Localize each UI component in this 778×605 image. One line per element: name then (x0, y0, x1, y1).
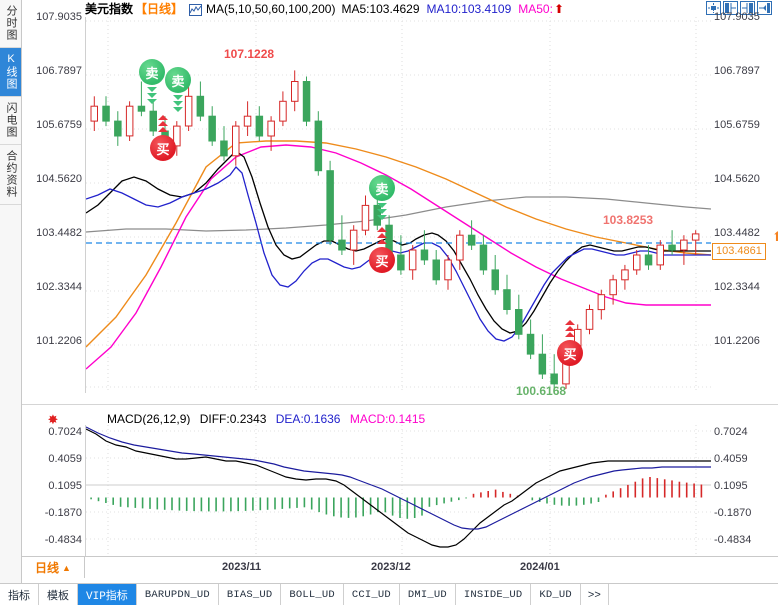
ma50-value: MA50: (518, 1, 553, 16)
indicator-tab-bar: 指标 模板 VIP指标 BARUPDN_UD BIAS_UD BOLL_UD C… (0, 583, 778, 605)
buy-triangles-icon (156, 115, 170, 133)
price-axis-label: 101.2206 (36, 335, 82, 347)
tab-boll-ud[interactable]: BOLL_UD (281, 584, 344, 605)
price-axis-label-right: 101.2206 (714, 335, 760, 347)
buy-signal-marker[interactable]: 买 (557, 340, 583, 366)
macd-axis-label: 0.1095 (48, 480, 82, 492)
price-axis-label: 103.4482 (36, 227, 82, 239)
ma10-value: MA10:103.4109 (426, 1, 512, 16)
ma50-up-arrow-icon: ⬆ (553, 1, 564, 16)
macd-header: MACD(26,12,9) DIFF:0.2343 DEA:0.1636 MAC… (107, 412, 425, 426)
date-axis-label: 2023/12 (371, 561, 411, 573)
period-selector[interactable]: 日线 ▲ (22, 557, 85, 578)
tab-cci-ud[interactable]: CCI_UD (343, 584, 400, 605)
sidebar-item-kline[interactable]: K线图 (0, 48, 21, 97)
last-price-annotation: 103.8253 (603, 213, 654, 227)
tab-bias-ud[interactable]: BIAS_UD (218, 584, 282, 605)
low-price-annotation: 100.6168 (516, 384, 567, 398)
sell-triangles-icon (171, 95, 185, 113)
date-axis-label: 2023/11 (222, 561, 262, 573)
macd-axis-label: -0.4834 (44, 534, 82, 546)
macd-axis-label-right: 0.7024 (714, 426, 748, 438)
sidebar-item-lightning[interactable]: 闪电图 (0, 97, 21, 145)
macd-axis-label: 0.7024 (48, 426, 82, 438)
price-axis-label-right: 105.6759 (714, 119, 760, 131)
tab-more-button[interactable]: >> (580, 584, 609, 605)
chart-header: 美元指数 【日线】 MA(5,10,50,60,100,200) MA5:103… (85, 1, 564, 17)
tab-templates[interactable]: 模板 (39, 584, 78, 605)
macd-axis-label-right: -0.4834 (714, 534, 752, 546)
macd-diff-value: DIFF:0.2343 (199, 412, 267, 426)
macd-plot (86, 425, 711, 556)
left-sidebar: 分时图 K线图 闪电图 合约资料 (0, 0, 22, 583)
split-left-pane-icon[interactable] (723, 1, 738, 15)
price-axis-label-right: 104.5620 (714, 173, 760, 185)
panel-divider (22, 404, 778, 405)
window-buttons (706, 1, 772, 15)
date-axis: 日线 ▲ 2023/11 2023/12 2024/01 (22, 556, 778, 578)
current-price-up-arrow-icon: ⬆ (772, 229, 778, 244)
tab-kd-ud[interactable]: KD_UD (531, 584, 581, 605)
indicator-chart-icon[interactable] (189, 3, 203, 16)
sell-signal-marker[interactable]: 卖 (139, 59, 165, 85)
macd-dea-value: DEA:0.1636 (275, 412, 341, 426)
ma-definition: MA(5,10,50,60,100,200) (206, 1, 336, 16)
tab-bar-filler (608, 584, 778, 605)
sell-signal-marker[interactable]: 卖 (369, 175, 395, 201)
price-axis-label-right: 106.7897 (714, 65, 760, 77)
current-price-tag[interactable]: 103.4861 (712, 243, 766, 260)
macd-axis-label: -0.1870 (44, 507, 82, 519)
buy-triangles-icon (375, 227, 389, 245)
price-axis-label: 105.6759 (36, 119, 82, 131)
buy-triangles-icon (563, 320, 577, 338)
tab-barupdn-ud[interactable]: BARUPDN_UD (136, 584, 219, 605)
macd-panel[interactable] (85, 425, 711, 556)
macd-settings-icon[interactable]: ✸ (47, 412, 59, 427)
symbol-name: 美元指数 (85, 2, 134, 16)
macd-axis-label-right: 0.4059 (714, 453, 748, 465)
sidebar-item-intraday[interactable]: 分时图 (0, 0, 21, 48)
date-axis-label: 2024/01 (520, 561, 560, 573)
macd-axis-label-right: -0.1870 (714, 507, 752, 519)
price-axis-label-right: 102.3344 (714, 281, 760, 293)
price-axis-label: 106.7897 (36, 65, 82, 77)
price-axis-label-right: 107.9035 (714, 11, 760, 23)
price-panel[interactable]: 卖 卖 买 卖 买 买 107. (85, 17, 711, 398)
period-chip-label: 日线 (35, 561, 60, 575)
price-axis-label: 104.5620 (36, 173, 82, 185)
sell-triangles-icon (375, 203, 389, 221)
tab-dmi-ud[interactable]: DMI_UD (399, 584, 456, 605)
price-axis-label-right: 103.4482 (714, 227, 760, 239)
sell-signal-marker[interactable]: 卖 (165, 67, 191, 93)
crosshair-move-icon[interactable] (706, 1, 721, 15)
period-label: 【日线】 (135, 2, 184, 16)
price-axis-label: 107.9035 (36, 11, 82, 23)
chart-area: 美元指数 【日线】 MA(5,10,50,60,100,200) MA5:103… (22, 0, 778, 583)
macd-macd-value: MACD:0.1415 (349, 412, 426, 426)
sidebar-item-contract-info[interactable]: 合约资料 (0, 145, 21, 205)
buy-signal-marker[interactable]: 买 (150, 135, 176, 161)
macd-axis-label: 0.4059 (48, 453, 82, 465)
split-right-pane-icon[interactable] (740, 1, 755, 15)
expand-pane-icon[interactable] (757, 1, 772, 15)
tab-inside-ud[interactable]: INSIDE_UD (455, 584, 532, 605)
ma5-value: MA5:103.4629 (341, 1, 420, 16)
triangle-up-icon: ▲ (62, 562, 71, 573)
price-axis-label: 102.3344 (36, 281, 82, 293)
high-price-annotation: 107.1228 (224, 47, 275, 61)
buy-signal-marker[interactable]: 买 (369, 247, 395, 273)
tab-indicators[interactable]: 指标 (0, 584, 39, 605)
macd-title: MACD(26,12,9) (107, 412, 191, 426)
macd-axis-label-right: 0.1095 (714, 480, 748, 492)
tab-vip-indicators[interactable]: VIP指标 (78, 584, 137, 605)
sell-triangles-icon (145, 87, 159, 105)
